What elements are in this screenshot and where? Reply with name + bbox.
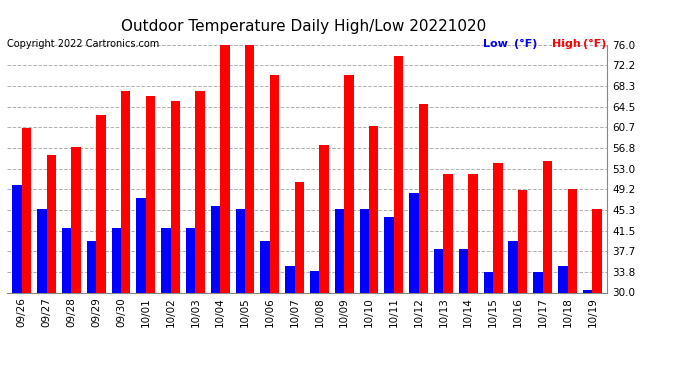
Bar	[285, 266, 295, 292]
Bar	[419, 104, 428, 292]
Bar	[22, 128, 31, 292]
Bar	[295, 182, 304, 292]
Bar	[310, 271, 319, 292]
Bar	[567, 189, 577, 292]
Bar	[335, 209, 344, 292]
Bar	[186, 228, 195, 292]
Bar	[112, 228, 121, 292]
Bar	[170, 102, 180, 292]
Bar	[344, 75, 354, 292]
Bar	[394, 56, 403, 292]
Bar	[518, 190, 527, 292]
Bar	[592, 209, 602, 292]
Text: Low: Low	[483, 39, 508, 50]
Bar	[384, 217, 394, 292]
Bar	[469, 174, 477, 292]
Bar	[211, 206, 220, 292]
Bar	[47, 155, 56, 292]
Text: Copyright 2022 Cartronics.com: Copyright 2022 Cartronics.com	[7, 39, 159, 50]
Text: (°F): (°F)	[514, 39, 538, 50]
Bar	[161, 228, 170, 292]
Bar	[137, 198, 146, 292]
Bar	[484, 272, 493, 292]
Bar	[245, 45, 255, 292]
Bar	[12, 185, 22, 292]
Bar	[583, 290, 592, 292]
Bar	[71, 147, 81, 292]
Text: High: High	[552, 39, 581, 50]
Bar	[459, 249, 469, 292]
Bar	[195, 91, 205, 292]
Bar	[493, 164, 502, 292]
Bar	[96, 115, 106, 292]
Bar	[444, 174, 453, 292]
Text: (°F): (°F)	[583, 39, 607, 50]
Bar	[121, 91, 130, 292]
Bar	[369, 126, 379, 292]
Bar	[260, 242, 270, 292]
Bar	[220, 45, 230, 292]
Bar	[359, 209, 369, 292]
Bar	[558, 266, 567, 292]
Bar	[509, 242, 518, 292]
Bar	[543, 160, 552, 292]
Bar	[235, 209, 245, 292]
Bar	[409, 193, 419, 292]
Bar	[87, 242, 96, 292]
Bar	[533, 272, 543, 292]
Text: Outdoor Temperature Daily High/Low 20221020: Outdoor Temperature Daily High/Low 20221…	[121, 19, 486, 34]
Bar	[434, 249, 444, 292]
Bar	[37, 209, 47, 292]
Bar	[270, 75, 279, 292]
Bar	[62, 228, 71, 292]
Bar	[319, 144, 329, 292]
Bar	[146, 96, 155, 292]
